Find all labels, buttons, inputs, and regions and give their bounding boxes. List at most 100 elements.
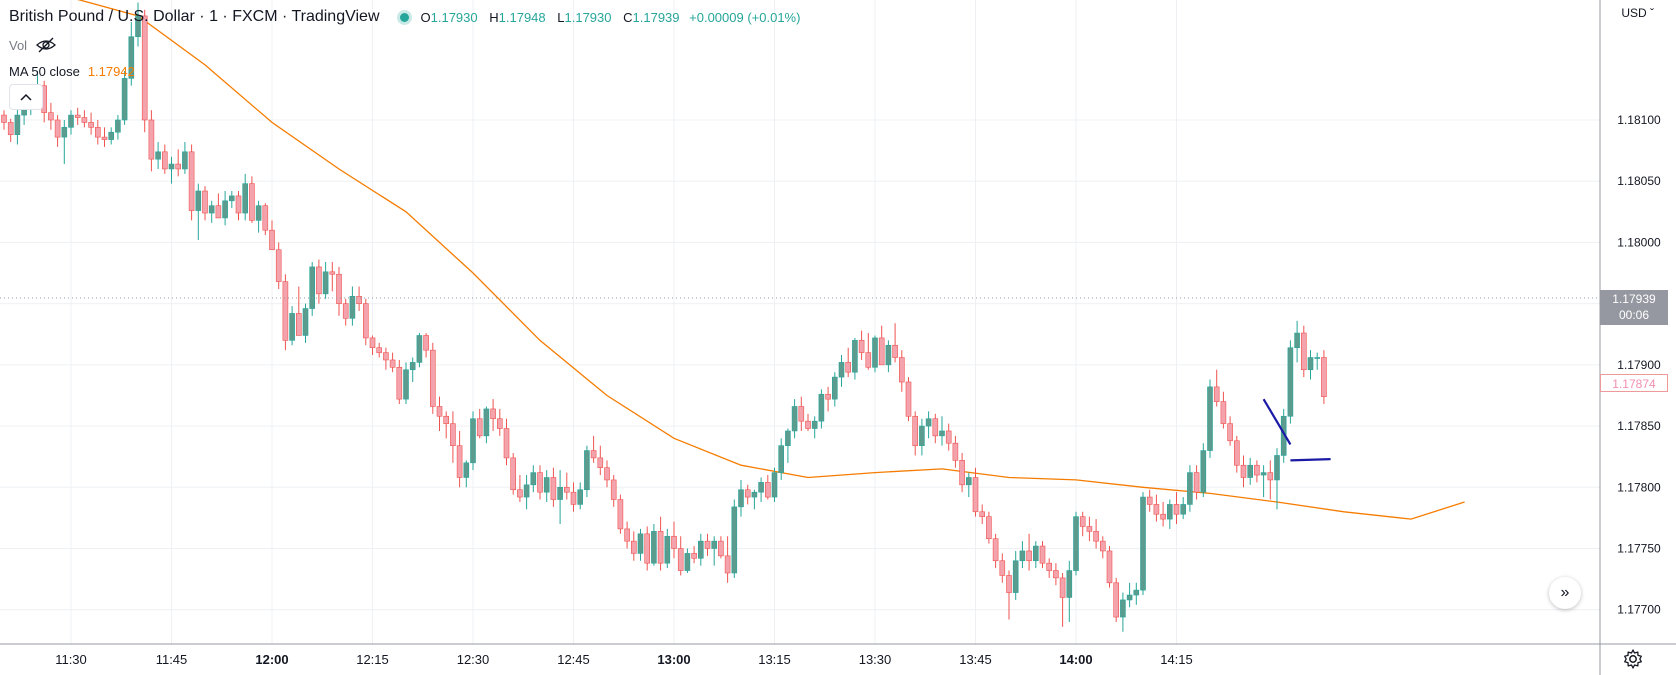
chevron-up-icon — [20, 93, 32, 101]
candle-body — [1247, 464, 1253, 478]
candle-body — [1307, 357, 1314, 371]
candle — [671, 521, 677, 559]
price-tick-label: 1.17750 — [1617, 542, 1661, 556]
ma-legend[interactable]: MA 50 close 1.17942 — [9, 64, 135, 79]
candle-body — [1019, 550, 1026, 562]
candle-body — [858, 340, 865, 353]
candle-body — [48, 112, 54, 121]
candle-body — [1053, 570, 1059, 579]
candle — [215, 193, 222, 219]
currency-label: USD — [1621, 6, 1647, 20]
candle-body — [316, 266, 322, 295]
candle — [1193, 465, 1200, 500]
candle — [1073, 511, 1079, 576]
candle-body — [704, 540, 711, 549]
candle-body — [195, 190, 202, 211]
candle-body — [463, 462, 470, 478]
candle-body — [242, 183, 248, 214]
candle-body — [590, 450, 597, 459]
candle — [945, 423, 952, 451]
candle-body — [81, 117, 88, 123]
grid — [0, 0, 1600, 644]
candle-body — [563, 486, 570, 493]
candle-body — [1234, 440, 1240, 466]
candle — [731, 499, 738, 578]
hidden-eye-icon[interactable] — [35, 36, 57, 54]
candle — [356, 286, 362, 311]
candle — [1106, 546, 1113, 588]
candle-body — [604, 467, 610, 481]
candle-body — [1160, 513, 1166, 520]
candle — [182, 142, 188, 174]
candle — [798, 396, 805, 431]
candle — [610, 475, 617, 507]
candle — [416, 333, 423, 368]
time-tick-label: 12:15 — [356, 652, 389, 667]
candle-body — [892, 344, 898, 358]
candle — [269, 220, 275, 251]
price-axis[interactable]: 1.181001.180501.180001.179501.179001.178… — [1617, 113, 1661, 617]
candle-body — [476, 418, 483, 437]
candle — [905, 377, 912, 422]
candle-body — [852, 340, 858, 373]
symbol-title[interactable]: British Pound / U.S. Dollar · 1 · FXCM ·… — [9, 8, 380, 25]
candle — [369, 335, 376, 356]
candle-body — [376, 347, 383, 353]
candle-body — [362, 303, 369, 339]
market-status-icon — [399, 12, 409, 22]
horizontal-segment[interactable] — [1290, 458, 1331, 462]
candle-body — [831, 376, 838, 400]
candle-body — [168, 163, 175, 170]
candle — [878, 325, 885, 366]
candle-body — [275, 249, 282, 282]
candle-body — [1153, 504, 1160, 515]
symbol-legend[interactable]: British Pound / U.S. Dollar · 1 · FXCM ·… — [9, 8, 800, 26]
candle — [295, 286, 302, 336]
candle — [450, 411, 456, 463]
candle-body — [785, 430, 791, 446]
candle-body — [584, 450, 590, 491]
candle — [115, 115, 121, 140]
time-axis[interactable]: 11:30 11:45 12:00 12:15 12:30 12:45 13:00 13:15… — [55, 652, 1193, 667]
candle-body — [537, 472, 543, 493]
volume-legend[interactable]: Vol — [9, 36, 57, 54]
candle-body — [1039, 545, 1046, 564]
candle-body — [155, 151, 161, 160]
candle — [429, 342, 436, 414]
volume-label[interactable]: Vol — [9, 37, 28, 53]
candle-body — [483, 408, 490, 437]
scroll-to-realtime-button[interactable]: » — [1549, 577, 1581, 609]
candle — [463, 460, 470, 488]
candle-body — [1193, 472, 1200, 493]
candle — [523, 475, 530, 510]
candle-body — [1066, 570, 1073, 598]
collapse-legend-button[interactable] — [9, 84, 43, 110]
candle-body — [88, 122, 94, 128]
candle-body — [617, 499, 624, 530]
candle-body — [269, 229, 275, 251]
candle — [1140, 492, 1146, 596]
candle — [1213, 369, 1220, 407]
candle — [1012, 550, 1019, 600]
candle — [1033, 541, 1039, 569]
candle — [872, 335, 878, 373]
candle — [155, 142, 161, 169]
candle — [831, 372, 838, 407]
candle-body — [959, 460, 965, 486]
candle — [630, 531, 637, 561]
drawings[interactable] — [1262, 398, 1331, 462]
candle-body — [68, 114, 74, 128]
gear-icon[interactable] — [1622, 648, 1644, 670]
ma-label[interactable]: MA 50 close — [9, 64, 80, 79]
candle — [704, 533, 711, 556]
candle-body — [141, 15, 148, 121]
currency-selector[interactable]: USD ˇ — [1621, 6, 1654, 20]
candle-body — [1033, 545, 1039, 562]
trend-line[interactable] — [1262, 398, 1292, 445]
candle — [289, 306, 295, 346]
candle-body — [235, 195, 242, 214]
candle-body — [436, 406, 443, 417]
candle — [168, 156, 175, 184]
candle-body — [577, 489, 584, 505]
